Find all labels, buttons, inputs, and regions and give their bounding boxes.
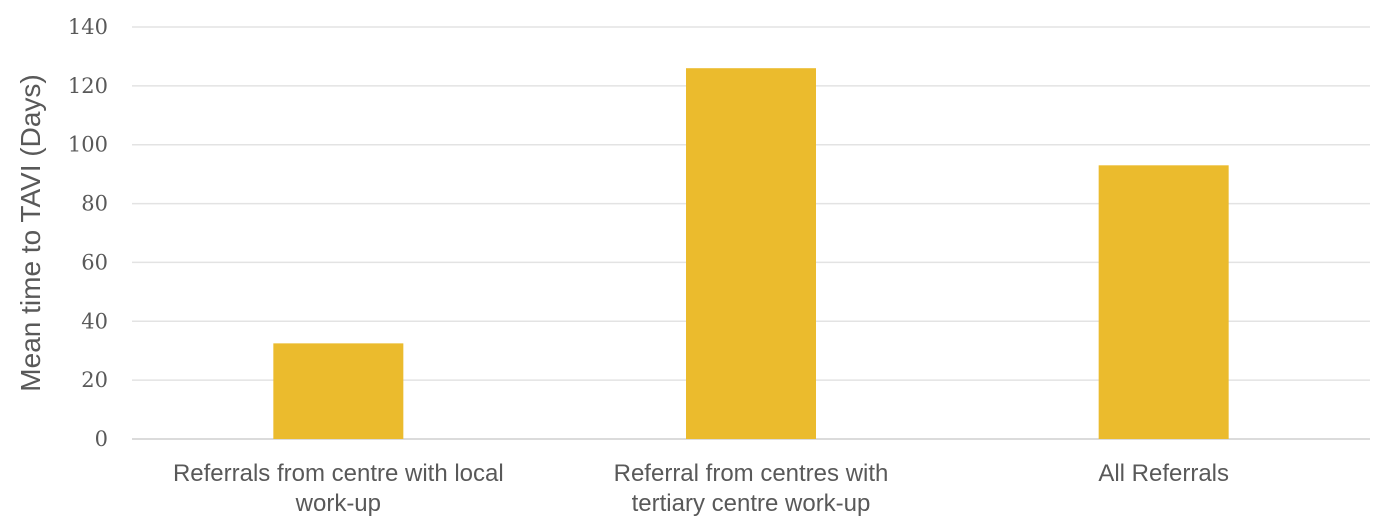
y-axis-ticks: 0 20 40 60 80 100 120 140 — [68, 15, 108, 451]
x-tick-label: All Referrals — [1098, 460, 1229, 487]
x-tick-label: Referral from centres with tertiary centr… — [614, 460, 889, 517]
y-tick-label: 40 — [81, 309, 108, 333]
y-tick-label: 80 — [81, 192, 108, 216]
y-tick-label: 100 — [68, 133, 108, 157]
y-tick-label: 140 — [68, 15, 108, 39]
y-tick-label: 0 — [95, 427, 108, 451]
y-tick-label: 120 — [68, 74, 108, 98]
bar — [1098, 165, 1229, 440]
y-axis-title: Mean time to TAVI (Days) — [15, 74, 46, 391]
bar — [686, 68, 816, 439]
bar — [273, 343, 404, 439]
bars — [273, 68, 1229, 440]
x-tick-label: Referrals from centre with local work-up — [173, 460, 504, 517]
x-axis-ticks: Referrals from centre with local work-up R… — [173, 460, 1229, 517]
y-tick-label: 20 — [81, 368, 108, 392]
y-tick-label: 60 — [81, 250, 108, 274]
